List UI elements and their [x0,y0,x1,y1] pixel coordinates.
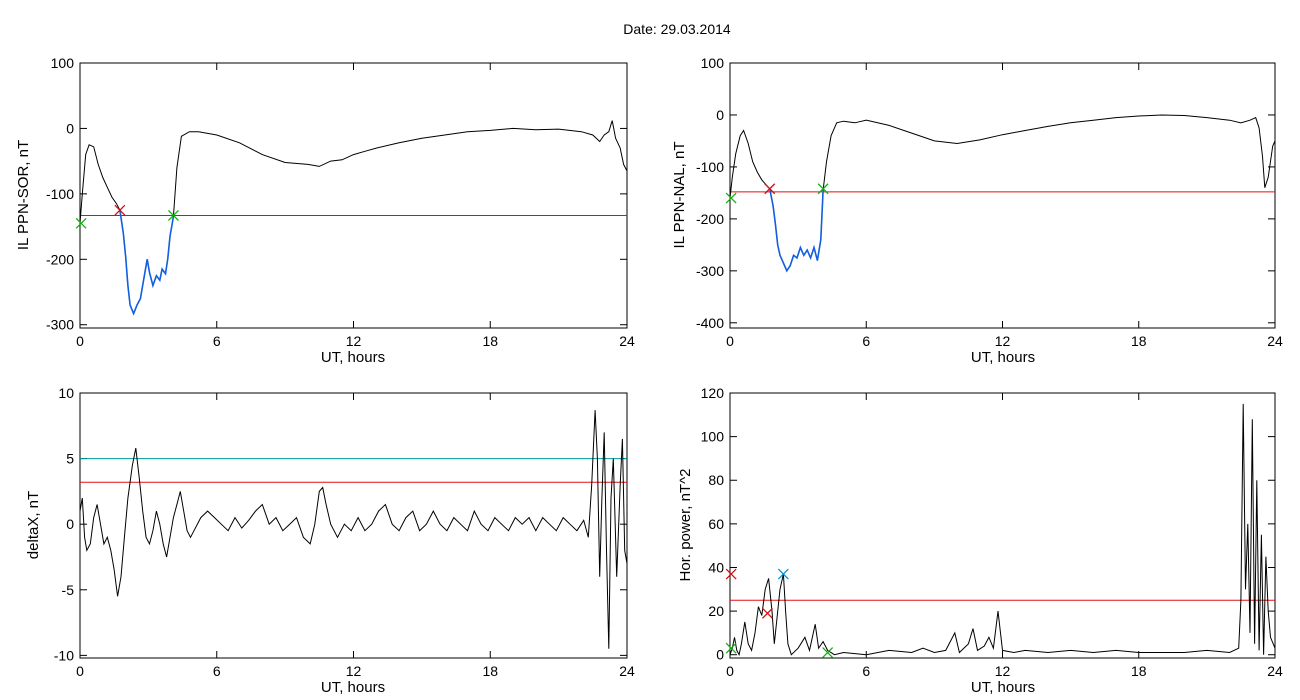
x-tick-label: 12 [995,663,1011,679]
y-axis-label: Hor. power, nT^2 [677,469,694,582]
y-tick-label: 60 [708,516,724,532]
y-tick-label: 0 [66,120,74,136]
series-line [730,114,1275,272]
y-tick-label: 120 [701,385,725,401]
x-tick-label: 24 [1267,663,1283,679]
x-axis-label: UT, hours [321,349,385,366]
y-tick-label: 100 [701,429,725,445]
y-tick-label: 10 [58,385,74,401]
series-line [730,403,1275,657]
x-tick-label: 24 [619,333,635,349]
event-series-line [768,188,824,273]
x-tick-label: 6 [213,663,221,679]
plot-frame [729,392,1276,659]
x-axis-label: UT, hours [321,679,385,696]
event-marker [725,192,737,204]
event-marker-stroke [75,217,87,229]
event-marker-stroke [764,183,776,195]
event-marker [725,568,737,580]
event-marker-stroke [725,568,737,580]
y-tick-label: 5 [66,451,74,467]
y-axis-label: IL PPN-SOR, nT [15,140,32,250]
y-tick-label: 80 [708,472,724,488]
x-tick-label: 18 [1131,333,1147,349]
plot-frame [79,62,628,329]
y-tick-label: -10 [54,647,74,663]
event-marker-stroke [114,204,126,216]
chart-panel-sor: UT, hours IL PPN-SOR, nT 0 6 12 18 24 100 0 -10… [15,55,635,366]
x-tick-label: 0 [76,663,84,679]
x-tick-label: 18 [1131,663,1147,679]
event-marker [725,642,737,654]
event-marker-stroke [817,183,829,195]
x-tick-label: 6 [862,333,870,349]
x-tick-label: 6 [213,333,221,349]
plot-frame [729,62,1276,329]
x-tick-label: 18 [482,663,498,679]
event-marker [777,568,789,580]
event-series-line [119,210,175,316]
y-axis-label: IL PPN-NAL, nT [671,142,688,249]
event-marker-stroke [167,209,179,221]
y-tick-label: 100 [51,55,75,71]
x-tick-label: 24 [1267,333,1283,349]
x-tick-label: 6 [862,663,870,679]
series-line [80,120,627,315]
event-marker-stroke [762,607,773,619]
y-tick-label: -400 [696,315,724,331]
event-marker [817,183,829,195]
x-tick-label: 0 [76,333,84,349]
y-tick-label: -300 [696,263,724,279]
event-marker-stroke [777,568,789,580]
y-tick-label: 0 [66,516,74,532]
page-title: Date: 29.03.2014 [623,21,731,37]
y-tick-label: 100 [701,55,725,71]
event-marker-stroke [822,647,834,659]
event-marker [75,217,87,229]
event-marker [762,607,773,619]
y-tick-label: 0 [716,107,724,123]
x-tick-label: 18 [482,333,498,349]
y-tick-label: -200 [46,251,74,267]
chart-panel-nal: UT, hours IL PPN-NAL, nT 0 6 12 18 24 100 0 -10… [671,55,1283,366]
event-marker [114,204,126,216]
y-tick-label: 40 [708,559,724,575]
x-tick-label: 0 [726,663,734,679]
y-tick-label: -200 [696,211,724,227]
x-tick-label: 24 [619,663,635,679]
event-marker [764,183,776,195]
chart-panel-power: UT, hours Hor. power, nT^2 0 6 12 18 24 120 10… [677,385,1283,696]
x-axis-label: UT, hours [971,349,1035,366]
event-marker [167,209,179,221]
series-line [80,410,627,649]
y-tick-label: 20 [708,603,724,619]
x-tick-label: 12 [346,333,362,349]
y-tick-label: -300 [46,317,74,333]
y-tick-label: 0 [716,647,724,663]
x-tick-label: 0 [726,333,734,349]
x-tick-label: 12 [995,333,1011,349]
y-tick-label: -5 [62,582,75,598]
x-axis-label: UT, hours [971,679,1035,696]
y-tick-label: -100 [696,159,724,175]
y-axis-label: deltaX, nT [25,491,42,559]
event-marker-stroke [725,192,737,204]
chart-panel-deltax: UT, hours deltaX, nT 0 6 12 18 24 10 5 0 -5 -10 [25,385,635,696]
x-tick-label: 12 [346,663,362,679]
y-tick-label: -100 [46,186,74,202]
event-marker-stroke [725,642,737,654]
event-marker [822,647,834,659]
